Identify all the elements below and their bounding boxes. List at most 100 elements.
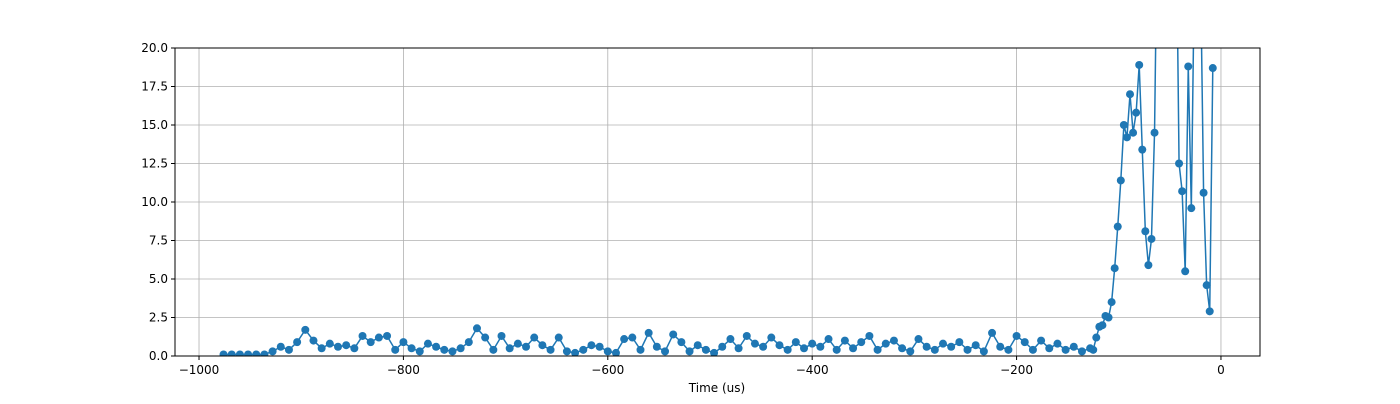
data-point — [767, 333, 776, 342]
x-tick-label: −400 — [796, 363, 829, 377]
data-point — [1020, 338, 1029, 347]
data-point — [1116, 176, 1125, 185]
data-point — [620, 335, 629, 344]
data-point — [235, 350, 244, 356]
y-tick-label: 17.5 — [141, 80, 168, 94]
data-point — [865, 331, 874, 340]
y-tick-label: 2.5 — [149, 311, 168, 325]
data-point — [669, 330, 678, 339]
data-point — [1053, 339, 1062, 348]
data-point — [849, 344, 858, 353]
data-point — [1107, 298, 1116, 307]
x-tick-label: −200 — [1000, 363, 1033, 377]
y-tick-label: 15.0 — [141, 118, 168, 132]
data-point — [783, 345, 792, 354]
data-point — [718, 342, 727, 351]
data-line — [223, 48, 1214, 356]
data-point — [808, 339, 817, 348]
data-point — [1113, 222, 1122, 231]
data-point — [227, 350, 236, 356]
data-point — [1069, 342, 1078, 351]
x-tick-label: −1000 — [179, 363, 220, 377]
plot-area — [219, 48, 1217, 356]
data-point — [955, 338, 964, 347]
data-point — [244, 350, 253, 356]
data-point — [701, 345, 710, 354]
data-point — [513, 339, 522, 348]
data-point — [1028, 345, 1037, 354]
y-tick-label: 0.0 — [149, 349, 168, 363]
data-point — [726, 335, 735, 344]
data-point — [415, 347, 424, 356]
data-point — [1004, 345, 1013, 354]
data-point — [293, 338, 302, 347]
data-point — [538, 341, 547, 350]
data-point — [734, 344, 743, 353]
data-point — [898, 344, 907, 353]
data-point — [988, 328, 997, 337]
data-point — [1077, 347, 1086, 356]
data-point — [317, 344, 326, 353]
data-point — [284, 345, 293, 354]
y-tick-label: 12.5 — [141, 157, 168, 171]
y-tick-label: 20.0 — [141, 41, 168, 55]
data-point — [391, 345, 400, 354]
data-point — [358, 331, 367, 340]
data-point — [947, 342, 956, 351]
data-point — [800, 344, 809, 353]
data-point — [522, 342, 531, 351]
data-point — [334, 342, 343, 351]
data-point — [930, 345, 939, 354]
data-point — [1045, 344, 1054, 353]
x-tick-label: −600 — [591, 363, 624, 377]
data-point — [693, 341, 702, 350]
data-point — [1178, 187, 1187, 196]
data-point — [628, 333, 637, 342]
data-point — [873, 345, 882, 354]
data-point — [1187, 204, 1196, 213]
data-point — [1092, 333, 1101, 342]
data-point — [546, 345, 555, 354]
data-point — [603, 347, 612, 356]
data-point — [759, 342, 768, 351]
data-point — [1202, 281, 1211, 290]
data-point — [497, 331, 506, 340]
data-point — [979, 347, 988, 356]
data-point — [252, 350, 261, 356]
data-point — [710, 348, 719, 356]
data-point — [1141, 227, 1150, 236]
data-point — [579, 345, 588, 354]
axes: −1000 −800 −600 −400 −200 0 0.0 2.5 5.0 7.5 10.0 12… — [141, 41, 1225, 377]
y-tick-label: 10.0 — [141, 195, 168, 209]
data-point — [1110, 264, 1119, 273]
data-point — [857, 338, 866, 347]
data-point — [472, 324, 481, 333]
data-point — [481, 333, 490, 342]
data-point — [1150, 128, 1159, 137]
data-point — [268, 347, 277, 356]
x-tick-label: 0 — [1217, 363, 1225, 377]
data-point — [742, 331, 751, 340]
data-point — [505, 344, 514, 353]
data-point — [571, 348, 580, 356]
data-point — [750, 339, 759, 348]
data-point — [464, 338, 473, 347]
data-point — [366, 338, 375, 347]
data-point — [914, 335, 923, 344]
data-point — [1135, 60, 1144, 69]
data-point — [374, 333, 383, 342]
data-point — [325, 339, 334, 348]
data-point — [824, 335, 833, 344]
data-point — [587, 341, 596, 350]
data-point — [309, 336, 318, 345]
data-point — [219, 350, 228, 356]
data-point — [906, 347, 915, 356]
data-point — [342, 341, 351, 350]
data-point — [611, 348, 620, 356]
data-point — [562, 347, 571, 356]
data-point — [399, 338, 408, 347]
data-point — [350, 344, 359, 353]
grid — [175, 47, 1260, 357]
data-point — [554, 333, 563, 342]
data-point — [832, 345, 841, 354]
